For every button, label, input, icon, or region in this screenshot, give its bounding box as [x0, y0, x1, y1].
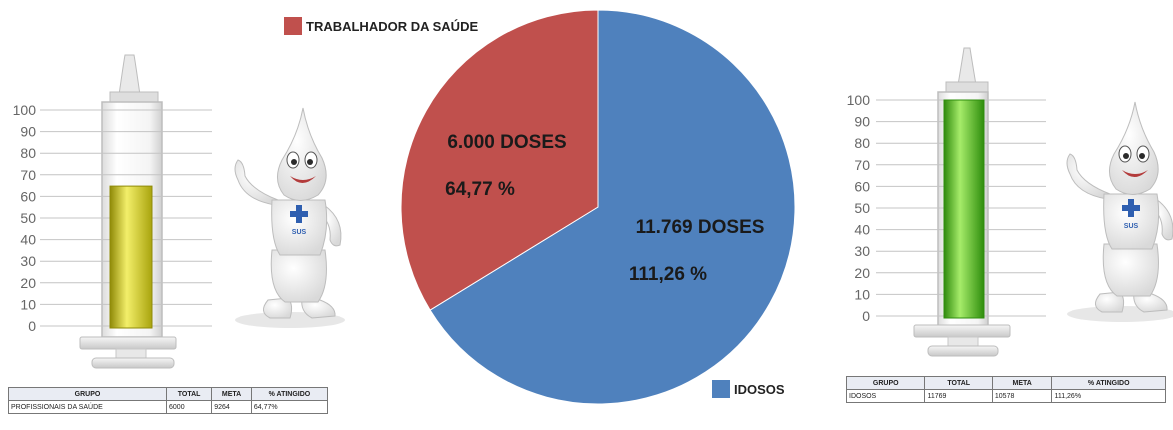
gauge-tick-label: 70	[20, 167, 36, 183]
legend-label: TRABALHADOR DA SAÚDE	[306, 19, 478, 34]
pie-chart: 11.769 DOSES 111,26 % 6.000 DOSES 64,77 % TR…	[284, 9, 796, 405]
pie-slice	[400, 9, 599, 311]
gauge-fill-bar	[943, 99, 985, 319]
gauge-tick-label: 100	[13, 102, 37, 118]
table-header-cell: GRUPO	[845, 376, 926, 390]
legend-swatch	[284, 17, 302, 35]
table-cell: 11769	[924, 389, 993, 403]
pie-percent-label: 111,26 %	[629, 264, 707, 285]
gauge-tick-label: 20	[854, 265, 870, 281]
table-cell: 9264	[211, 400, 252, 414]
table-header-cell: % ATINGIDO	[1051, 376, 1166, 390]
table-header-cell: % ATINGIDO	[250, 387, 329, 401]
table-header-cell: META	[211, 387, 252, 401]
table-header-cell: TOTAL	[924, 376, 993, 390]
gauge-tick-label: 90	[854, 114, 870, 130]
table-cell: 111,26%	[1051, 389, 1166, 403]
gauge-tick-label: 0	[28, 318, 36, 334]
mascot-right-badge: SUS	[1124, 223, 1139, 230]
gauge-tick-label: 50	[20, 210, 36, 226]
table-row: PROFISSIONAIS DA SAÚDE 6000 9264 64,77%	[7, 400, 329, 414]
pie-percent-label: 64,77 %	[445, 179, 515, 200]
gauge-tick-label: 0	[862, 308, 870, 324]
gauge-tick-label: 40	[20, 232, 36, 248]
pie-slice	[429, 9, 796, 405]
gauge-tick-label: 20	[20, 275, 36, 291]
table-row: IDOSOS 11769 10578 111,26%	[845, 389, 1166, 403]
gauge-tick-label: 70	[854, 157, 870, 173]
table-cell: 6000	[166, 400, 213, 414]
pie-doses-label: 11.769 DOSES	[636, 217, 765, 238]
gauge-tick-label: 90	[20, 124, 36, 140]
mascot-left: SUS	[234, 107, 345, 328]
table-header-cell: GRUPO	[7, 387, 168, 401]
table-header-cell: META	[991, 376, 1053, 390]
mascot-left-badge: SUS	[292, 229, 307, 236]
gauge-tick-label: 60	[854, 178, 870, 194]
table-right: GRUPO TOTAL META% ATINGIDO IDOSOS 11769 1057…	[845, 376, 1166, 403]
table-cell: 64,77%	[250, 400, 329, 414]
gauge-tick-label: 100	[847, 92, 871, 108]
table-cell: PROFISSIONAIS DA SAÚDE	[7, 400, 168, 414]
gauge-tick-label: 30	[20, 253, 36, 269]
table-left: GRUPO TOTAL META% ATINGIDO PROFISSIONAIS D…	[7, 387, 329, 414]
right-gauge: 0 10 20 30 40 50 60 70 80 90 100	[847, 92, 1046, 324]
left-gauge: 0 10 20 30 40 50 60 70 80 90 100	[13, 102, 212, 334]
gauge-tick-label: 10	[20, 296, 36, 312]
table-cell: IDOSOS	[845, 389, 926, 403]
gauge-tick-label: 80	[20, 145, 36, 161]
gauge-fill-bar	[109, 185, 153, 329]
table-header-cell: TOTAL	[166, 387, 213, 401]
gauge-tick-label: 40	[854, 222, 870, 238]
legend-label: IDOSOS	[734, 382, 785, 397]
gauge-tick-label: 50	[854, 200, 870, 216]
table-cell: 10578	[991, 389, 1053, 403]
gauge-tick-label: 60	[20, 188, 36, 204]
pie-doses-label: 6.000 DOSES	[447, 132, 566, 153]
gauge-tick-label: 30	[854, 243, 870, 259]
legend-swatch	[712, 380, 730, 398]
mascot-right: SUS	[1066, 101, 1173, 322]
gauge-tick-label: 80	[854, 135, 870, 151]
gauge-tick-label: 10	[854, 286, 870, 302]
